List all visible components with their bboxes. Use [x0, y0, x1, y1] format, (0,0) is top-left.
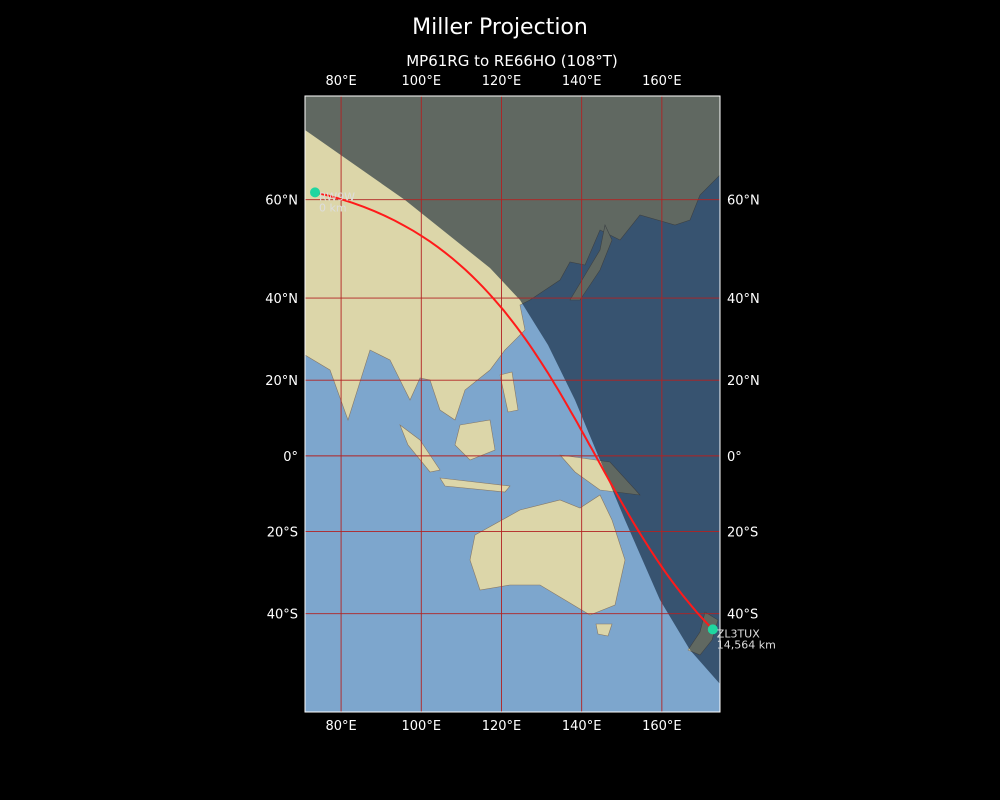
lat-tick-label-left: 20°S [267, 526, 298, 541]
night-shading [305, 96, 720, 684]
map-area [305, 96, 720, 712]
lat-tick-label-left: 20°N [265, 374, 298, 389]
lon-tick-label-bottom: 100°E [402, 719, 442, 734]
lon-tick-label-top: 120°E [482, 74, 522, 89]
lon-tick-label-top: 100°E [402, 74, 442, 89]
station-distance: 14,564 km [717, 638, 776, 651]
lat-tick-label-right: 20°S [727, 526, 758, 541]
lat-tick-label-left: 40°S [267, 608, 298, 623]
lat-tick-label-left: 0° [283, 450, 298, 465]
map-frame [304, 95, 721, 713]
lon-tick-label-bottom: 140°E [562, 719, 602, 734]
lat-tick-label-right: 20°N [727, 374, 760, 389]
tasmania-land [595, 623, 613, 637]
station-callsign: ZL3TUX [717, 627, 760, 640]
australia-land [469, 494, 626, 616]
borneo-land [454, 419, 496, 461]
lat-tick-label-right: 40°N [727, 292, 760, 307]
lon-tick-label-top: 80°E [325, 74, 356, 89]
lat-tick-label-right: 60°N [727, 194, 760, 209]
lat-tick-label-right: 40°S [727, 608, 758, 623]
station-distance: 0 km [319, 201, 347, 214]
lon-tick-label-top: 140°E [562, 74, 602, 89]
java-land [439, 477, 511, 493]
lon-tick-label-bottom: 80°E [325, 719, 356, 734]
station-marker [310, 187, 321, 198]
sumatra-land [399, 424, 441, 473]
map-subtitle: MP61RG to RE66HO (108°T) [406, 52, 618, 70]
station-callsign: RW9W [319, 190, 355, 203]
lat-tick-label-left: 40°N [265, 292, 298, 307]
lon-tick-label-top: 160°E [642, 74, 682, 89]
day-highlight [305, 130, 720, 712]
lat-tick-label-left: 60°N [265, 194, 298, 209]
lon-tick-label-bottom: 120°E [482, 719, 522, 734]
lat-tick-label-right: 0° [727, 450, 742, 465]
lon-tick-label-bottom: 160°E [642, 719, 682, 734]
axis-tick-labels: 80°E 80°E 100°E 100°E 120°E 120°E 140°E 140°E 16… [265, 74, 760, 734]
philippines-land [499, 371, 519, 413]
station-marker [707, 624, 718, 635]
great-circle-path [314, 191, 714, 631]
figure-title: Miller Projection [412, 15, 588, 40]
